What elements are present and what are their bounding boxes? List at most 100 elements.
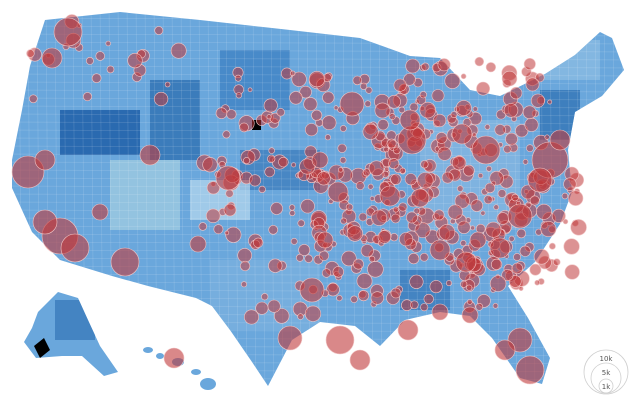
county-bubble <box>392 206 399 213</box>
county-bubble <box>316 231 334 249</box>
county-bubble <box>41 47 63 69</box>
county-bubble <box>478 173 484 179</box>
county-bubble <box>276 108 285 117</box>
county-bubble <box>106 65 115 74</box>
county-bubble <box>466 299 473 305</box>
county-bubble <box>515 355 545 385</box>
county-bubble <box>533 248 550 265</box>
county-bubble <box>225 189 234 198</box>
county-bubble <box>523 57 536 70</box>
county-bubble <box>563 177 577 191</box>
county-bubble <box>337 143 347 153</box>
size-legend: 10k 5k 1k <box>583 349 629 395</box>
county-bubble <box>367 183 374 190</box>
county-bubble <box>255 301 269 315</box>
county-bubble <box>290 237 298 245</box>
county-bubble <box>327 181 349 203</box>
alaska-no-data-region <box>34 338 50 358</box>
county-bubble <box>561 192 569 200</box>
county-bubble <box>549 129 571 151</box>
county-bubble <box>404 173 417 186</box>
county-bubble <box>509 86 523 100</box>
county-count-bubbles <box>11 14 587 385</box>
county-bubble <box>318 250 330 261</box>
county-bubble <box>492 302 499 309</box>
county-bubble <box>489 275 507 292</box>
county-bubble <box>437 58 451 72</box>
county-bubble <box>322 91 335 104</box>
county-bubble <box>28 94 38 104</box>
county-bubble <box>303 97 318 112</box>
county-bubble <box>516 228 526 239</box>
county-bubble <box>527 167 553 193</box>
county-bubble <box>240 260 251 272</box>
county-bubble <box>163 347 185 369</box>
county-bubble <box>304 254 313 263</box>
county-bubble <box>253 237 264 248</box>
county-bubble <box>493 204 500 210</box>
legend-label-5k: 5k <box>602 369 611 377</box>
county-bubble <box>399 167 406 174</box>
county-bubble <box>299 277 325 303</box>
county-bubble <box>369 196 375 201</box>
county-bubble <box>536 203 552 220</box>
county-bubble <box>34 149 56 171</box>
county-bubble <box>567 190 584 206</box>
county-bubble <box>339 125 347 132</box>
county-bubble <box>249 174 262 187</box>
county-bubble <box>435 132 448 144</box>
county-bubble <box>370 291 384 305</box>
county-bubble <box>202 157 218 173</box>
county-bubble <box>399 232 414 247</box>
county-bubble <box>243 157 251 165</box>
county-bubble <box>486 165 492 172</box>
legend-ring-1k <box>598 378 614 394</box>
county-bubble <box>392 146 401 155</box>
county-bubble <box>239 122 249 133</box>
county-bubble <box>360 82 368 90</box>
county-bubble <box>461 306 479 324</box>
county-bubble <box>429 239 451 261</box>
county-bubble <box>540 221 557 238</box>
county-bubble <box>457 220 471 234</box>
county-bubble <box>388 158 400 170</box>
county-bubble <box>419 252 429 262</box>
county-bubble <box>413 207 421 215</box>
county-bubble <box>505 132 518 146</box>
county-bubble <box>450 111 458 118</box>
county-bubble <box>544 134 550 140</box>
county-bubble <box>352 75 362 86</box>
county-bubble <box>483 195 493 205</box>
county-bubble <box>507 203 533 229</box>
county-bubble <box>60 233 90 263</box>
county-bubble <box>274 308 290 324</box>
county-bubble <box>332 266 344 278</box>
county-bubble <box>353 258 364 270</box>
county-bubble <box>241 281 248 288</box>
county-bubble <box>349 349 371 371</box>
county-bubble <box>475 302 484 311</box>
county-bubble <box>455 100 472 116</box>
county-bubble <box>300 199 315 214</box>
county-bubble <box>420 160 429 169</box>
county-bubble <box>455 251 477 273</box>
county-bubble <box>570 219 587 236</box>
county-bubble <box>470 225 475 231</box>
county-bubble <box>244 309 260 325</box>
county-bubble <box>522 159 529 165</box>
county-bubble <box>387 95 401 109</box>
county-bubble <box>356 273 373 289</box>
county-bubble <box>247 87 253 93</box>
legend-label-10k: 10k <box>600 355 614 363</box>
county-bubble <box>297 219 305 227</box>
county-bubble <box>447 204 463 220</box>
county-bubble <box>417 172 434 189</box>
county-bubble <box>408 253 420 265</box>
county-bubble <box>484 182 496 194</box>
county-bubble <box>355 181 365 191</box>
county-bubble <box>471 135 501 165</box>
county-bubble <box>429 280 443 294</box>
county-bubble <box>371 209 388 226</box>
county-bubble <box>339 91 365 117</box>
county-bubble <box>489 237 511 259</box>
